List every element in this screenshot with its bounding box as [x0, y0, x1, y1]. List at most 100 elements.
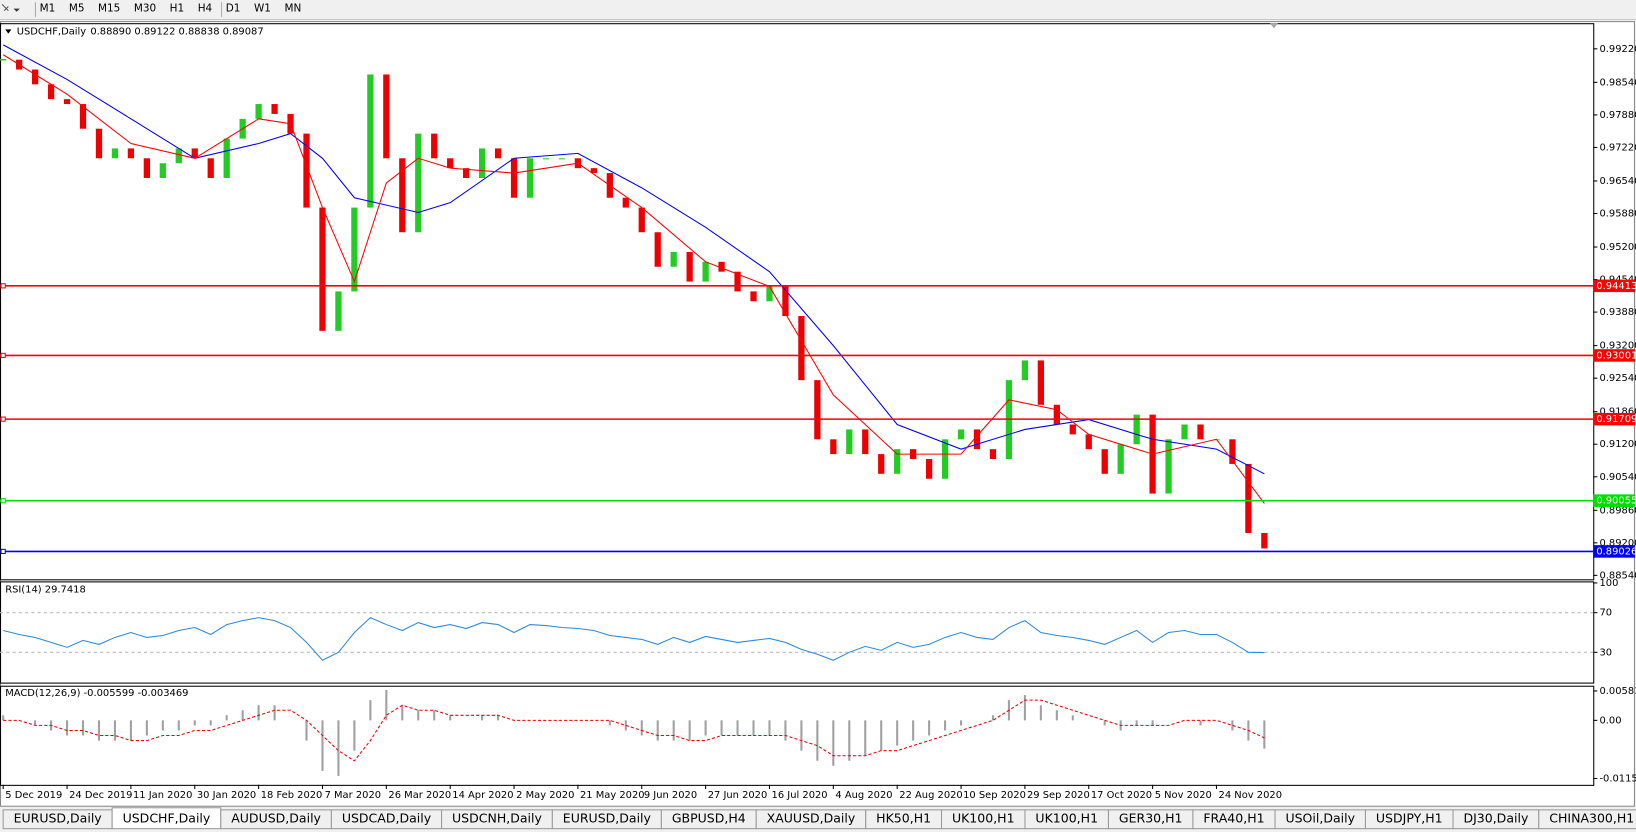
candle: [622, 197, 629, 208]
tab[interactable]: GER30,H1: [1107, 809, 1194, 830]
candle: [319, 207, 326, 331]
tab[interactable]: EURUSD,Daily: [2, 809, 113, 830]
candle: [207, 158, 214, 179]
tab-label[interactable]: UK100,H1: [1035, 811, 1098, 826]
tab-label[interactable]: USDCAD,Daily: [342, 811, 432, 826]
level-label-box: [1593, 349, 1635, 362]
tab-label[interactable]: EURUSD,Daily: [14, 811, 103, 826]
candle: [1165, 439, 1172, 494]
tab-label[interactable]: EURUSD,Daily: [563, 811, 652, 826]
candle: [175, 148, 182, 164]
timeframe-button[interactable]: MN: [284, 3, 301, 15]
tab-label[interactable]: HK50,H1: [876, 811, 931, 826]
tab-label[interactable]: USOil,Daily: [1285, 811, 1355, 826]
tab-label[interactable]: CHINA300,H1: [1549, 811, 1634, 826]
level-label: 0.90055: [1596, 496, 1636, 507]
tab[interactable]: USDCAD,Daily: [330, 809, 443, 830]
candle: [79, 104, 87, 129]
tab-box[interactable]: [1538, 809, 1636, 830]
candle: [478, 148, 486, 179]
tab[interactable]: AUDUSD,Daily: [220, 809, 332, 830]
candle: [255, 104, 262, 119]
moving-average: [2, 44, 1265, 475]
candle: [638, 207, 645, 233]
candle: [223, 138, 230, 179]
toolbar: [0, 0, 1636, 21]
tab-label[interactable]: AUDUSD,Daily: [231, 811, 321, 826]
level-label: 0.91709: [1596, 414, 1636, 425]
tab[interactable]: XAUUSD,Daily: [755, 809, 867, 830]
candle: [590, 168, 597, 174]
tab[interactable]: DJ30,Daily: [1452, 809, 1540, 830]
tab-label[interactable]: DJ30,Daily: [1463, 811, 1528, 826]
timeframe-button[interactable]: H4: [198, 3, 213, 15]
candle: [989, 449, 997, 460]
tab-label[interactable]: USDCHF,Daily: [123, 811, 211, 826]
x-tick-label: 24 Nov 2020: [1219, 790, 1282, 801]
tab[interactable]: EURUSD,Daily: [551, 809, 662, 830]
shift-marker[interactable]: [1269, 23, 1279, 29]
tab-label[interactable]: USDJPY,H1: [1376, 811, 1443, 826]
timeframe-button[interactable]: M15: [98, 3, 120, 15]
tab-label[interactable]: GBPUSD,H4: [672, 811, 746, 826]
candle: [846, 429, 853, 455]
timeframe-button[interactable]: W1: [254, 3, 271, 15]
timeframe-button[interactable]: M5: [69, 3, 85, 15]
tab-label[interactable]: GER30,H1: [1119, 811, 1183, 826]
tab[interactable]: USDCNH,Daily: [441, 809, 553, 830]
tab[interactable]: HK50,H1: [865, 809, 943, 830]
candle: [367, 74, 374, 208]
tab-label[interactable]: USDCNH,Daily: [452, 811, 542, 826]
x-tick-label: 26 Mar 2020: [388, 790, 451, 801]
candle: [335, 291, 342, 331]
tab[interactable]: USDCHF,Daily: [111, 807, 222, 830]
candle: [271, 104, 278, 114]
y-tick-label: 0.005818: [1599, 686, 1636, 697]
candle: [1197, 424, 1204, 440]
timeframe-button[interactable]: D1: [226, 3, 241, 15]
tab[interactable]: GBPUSD,H4: [660, 809, 757, 830]
symbol: USDCHF,Daily: [17, 27, 87, 38]
price-panel: [0, 23, 1595, 581]
tab[interactable]: CHINA300,H1: [1538, 809, 1636, 830]
macd-panel: [0, 685, 1595, 786]
tab-label[interactable]: XAUUSD,Daily: [767, 811, 856, 826]
candle: [558, 158, 566, 160]
x-tick-label: 5 Nov 2020: [1155, 790, 1212, 801]
rsi-title: RSI(14) 29.7418: [5, 585, 86, 596]
candle: [95, 128, 103, 159]
timeframe-button[interactable]: M1: [40, 3, 56, 15]
timeframe-button[interactable]: M30: [134, 3, 156, 15]
timeframe-button[interactable]: H1: [170, 3, 184, 15]
tab[interactable]: USDJPY,H1: [1364, 809, 1454, 830]
level-label: 0.94413: [1596, 281, 1636, 292]
candle: [1021, 360, 1029, 381]
y-tick-label: 30: [1599, 647, 1612, 658]
candle: [750, 291, 757, 302]
tabs: EURUSD,Daily USDCHF,Daily AUDUSD,Daily USDC…: [2, 807, 1636, 830]
candle: [1085, 434, 1092, 450]
tab-label[interactable]: FRA40,H1: [1203, 811, 1264, 826]
candle: [463, 168, 470, 179]
tab-label[interactable]: UK100,H1: [952, 811, 1015, 826]
candle: [31, 69, 39, 85]
tab[interactable]: FRA40,H1: [1192, 809, 1276, 830]
candle: [1229, 439, 1236, 464]
level-anchor: [0, 283, 6, 289]
candle: [973, 429, 981, 450]
tab[interactable]: UK100,H1: [1024, 809, 1109, 830]
x-tick-label: 29 Sep 2020: [1027, 790, 1090, 801]
candle: [702, 261, 709, 282]
tab[interactable]: USOil,Daily: [1274, 809, 1366, 830]
dropdown-icon[interactable]: [13, 8, 20, 12]
cursor-icon[interactable]: [1, 4, 9, 12]
tab[interactable]: UK100,H1: [940, 809, 1026, 830]
candle: [957, 429, 965, 440]
x-tick-label: 4 Aug 2020: [835, 790, 892, 801]
collapse-icon[interactable]: [5, 29, 12, 34]
